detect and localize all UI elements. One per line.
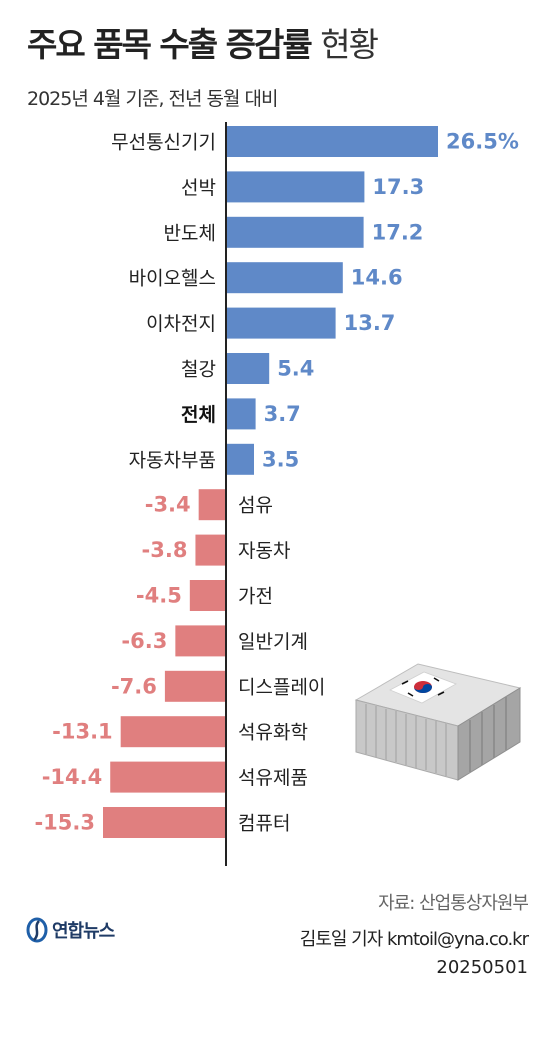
bar-chart: 26.5% 무선통신기기 17.3 선박 17.2 반도체 14.6 바이오헬스 13.7 이차전… xyxy=(34,122,519,866)
chart-title: 주요 품목 수출 증감률 현황 xyxy=(27,18,379,66)
bar-item-4 xyxy=(226,307,336,339)
value-label-item-5: 5.4 xyxy=(277,357,314,381)
value-label-item-11: -6.3 xyxy=(121,629,167,653)
value-label-item-13: -13.1 xyxy=(52,720,113,744)
bar-item-0 xyxy=(226,126,438,157)
category-label-item-12: 디스플레이 xyxy=(238,676,325,698)
bar-item-1 xyxy=(226,171,365,203)
value-label-item-10: -4.5 xyxy=(136,584,182,608)
value-label-item-15: -15.3 xyxy=(34,811,95,835)
value-label-item-6: 3.7 xyxy=(264,402,301,426)
bar-item-6 xyxy=(226,398,256,430)
category-label-item-7: 자동차부품 xyxy=(129,449,216,471)
category-label-item-0: 무선통신기기 xyxy=(111,132,216,154)
category-label-item-5: 철강 xyxy=(181,359,216,381)
chart-subtitle: 2025년 4월 기준, 전년 동월 대비 xyxy=(27,88,278,110)
bar-item-8 xyxy=(198,489,226,521)
category-label-item-3: 바이오헬스 xyxy=(129,268,216,290)
yonhap-logo-icon xyxy=(26,917,48,943)
author-credit: 김토일 기자 kmtoil@yna.co.kr xyxy=(299,929,529,950)
category-label-item-2: 반도체 xyxy=(164,222,216,244)
category-label-item-6: 전체 xyxy=(181,404,216,426)
category-label-item-11: 일반기계 xyxy=(238,631,308,653)
value-label-item-3: 14.6 xyxy=(351,266,403,290)
category-label-item-14: 석유제품 xyxy=(238,767,308,789)
bar-item-13 xyxy=(120,716,226,748)
title-main: 주요 품목 수출 증감률 xyxy=(27,25,313,64)
bar-item-15 xyxy=(103,807,226,838)
category-label-item-15: 컴퓨터 xyxy=(238,813,290,835)
value-label-item-9: -3.8 xyxy=(142,538,188,562)
value-label-item-14: -14.4 xyxy=(42,765,103,789)
yonhap-logo: 연합뉴스 xyxy=(26,917,115,943)
value-label-item-12: -7.6 xyxy=(111,674,157,698)
bar-item-14 xyxy=(110,761,226,793)
title-suffix: 현황 xyxy=(320,25,379,64)
category-label-item-8: 섬유 xyxy=(238,495,273,517)
value-label-item-2: 17.2 xyxy=(372,220,424,244)
value-label-item-1: 17.3 xyxy=(372,175,424,199)
category-label-item-13: 석유화학 xyxy=(238,722,308,744)
publish-date: 20250501 xyxy=(436,957,528,978)
value-label-item-8: -3.4 xyxy=(145,493,191,517)
bar-item-5 xyxy=(226,353,270,384)
bar-item-3 xyxy=(226,262,343,294)
bar-item-12 xyxy=(164,670,226,702)
category-label-item-1: 선박 xyxy=(181,177,216,199)
bar-item-10 xyxy=(189,580,226,611)
logo-text: 연합뉴스 xyxy=(52,921,115,942)
category-label-item-4: 이차전지 xyxy=(146,313,216,335)
bar-item-11 xyxy=(175,625,226,657)
value-label-item-0: 26.5% xyxy=(446,130,519,154)
bar-item-2 xyxy=(226,216,364,248)
value-label-item-7: 3.5 xyxy=(262,447,299,471)
category-label-item-10: 가전 xyxy=(238,586,273,608)
shipping-container-icon xyxy=(354,663,522,781)
category-label-item-9: 자동차 xyxy=(238,540,290,562)
source-note: 자료: 산업통상자원부 xyxy=(378,893,529,914)
korean-flag-icon xyxy=(389,671,457,704)
bar-item-7 xyxy=(226,443,254,475)
value-label-item-4: 13.7 xyxy=(344,311,396,335)
bar-item-9 xyxy=(195,534,226,566)
